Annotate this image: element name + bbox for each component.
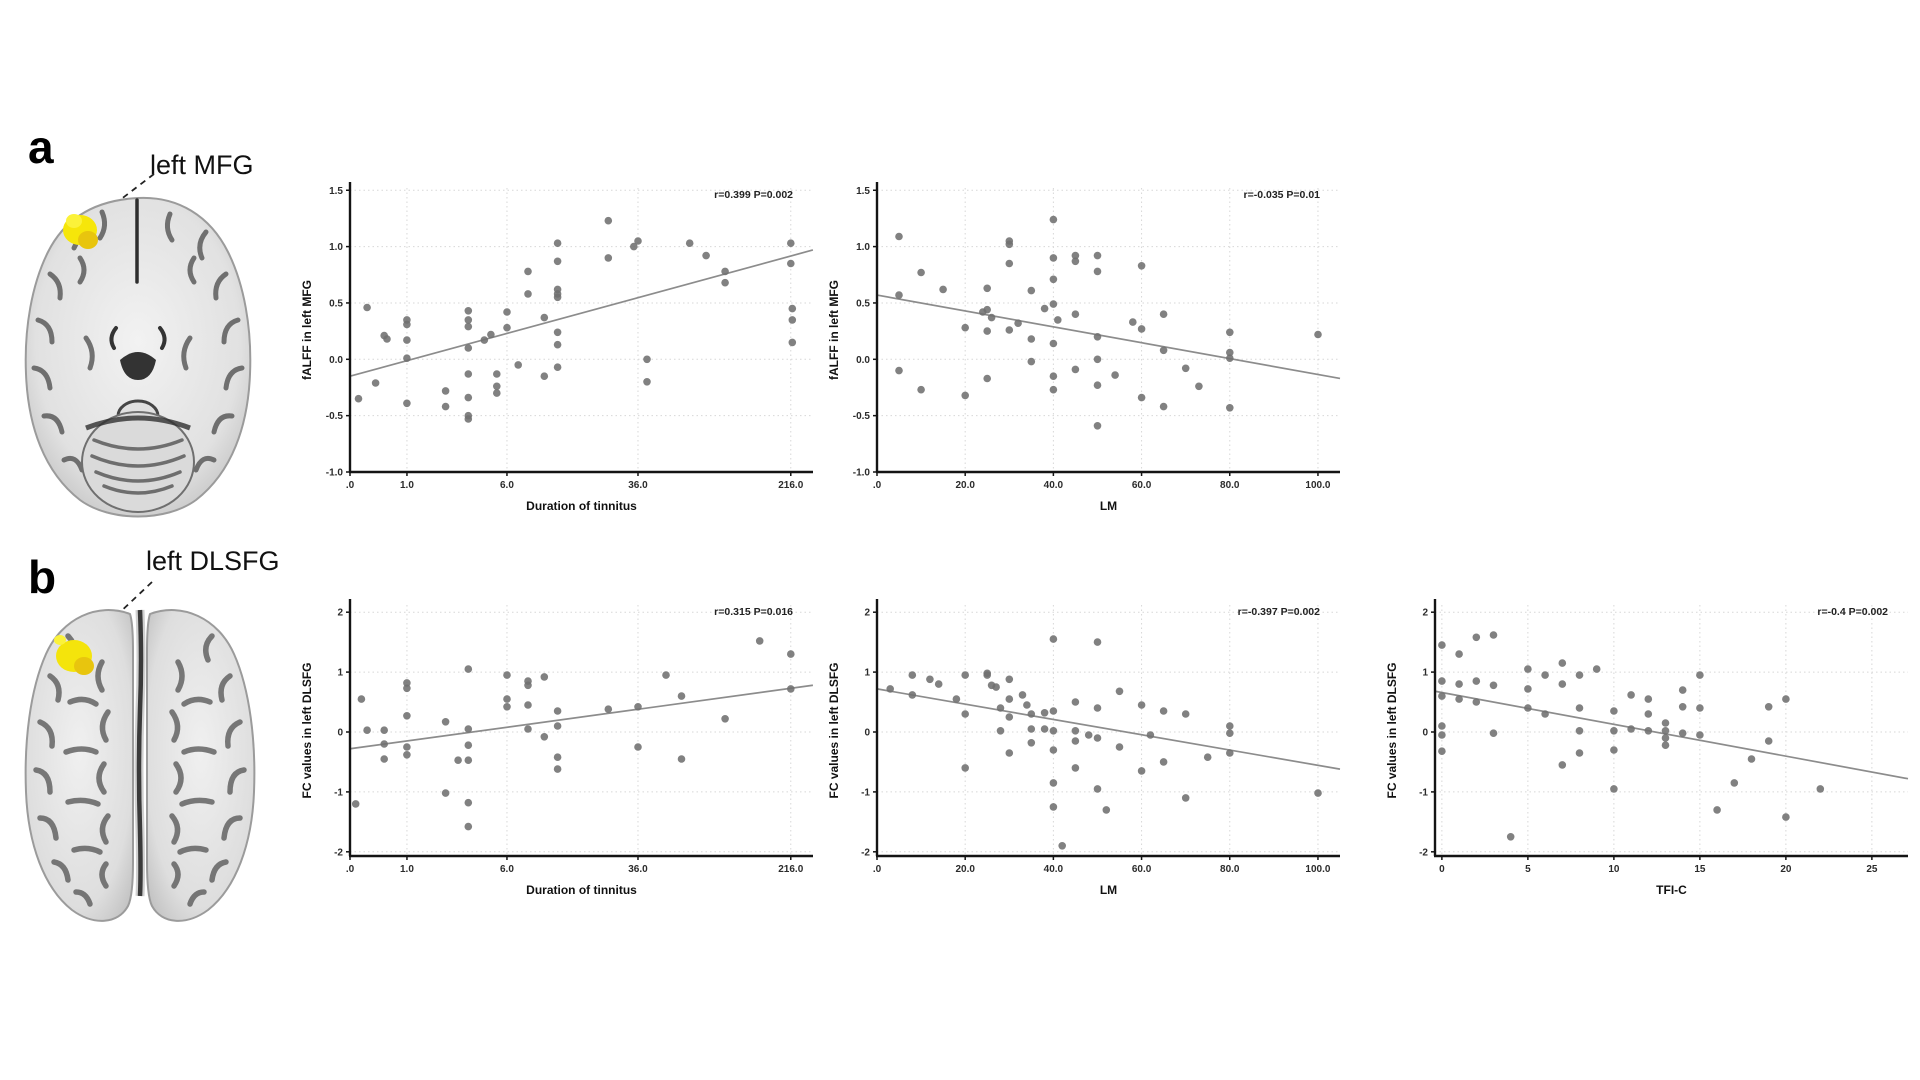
brain-axial-slice-mfg [24,196,252,518]
svg-text:TFI-C: TFI-C [1656,883,1687,897]
svg-text:1.0: 1.0 [856,242,870,253]
scatter-falff-vs-duration: 1.5 1.0 0.5 0.0 -0.5 -1.0.0 1.0 6.0 36.0 216.0 Dur… [300,182,814,513]
scatter-fc-vs-lm: 2 1 0 -1 -2.0 20.0 40.0 60.0 80.0 100.0 LM FC value… [827,599,1341,897]
svg-text:r=0.399 P=0.002: r=0.399 P=0.002 [714,189,793,201]
brain-axial-slice-dlsfg [24,609,256,922]
svg-text:1: 1 [864,668,870,679]
svg-text:-1: -1 [334,787,343,798]
svg-text:-0.5: -0.5 [326,411,344,422]
svg-text:20.0: 20.0 [955,864,975,875]
svg-text:80.0: 80.0 [1220,480,1240,491]
svg-text:.0: .0 [873,480,882,491]
svg-text:0.5: 0.5 [856,298,870,309]
panel-b-letter: b [28,551,57,603]
scatter-falff-vs-lm: 1.5 1.0 0.5 0.0 -0.5 -1.0.0 20.0 40.0 60.0 80.0 10… [827,182,1341,513]
svg-text:20: 20 [1780,864,1792,875]
svg-text:36.0: 36.0 [628,864,648,875]
svg-text:100.0: 100.0 [1305,864,1330,875]
svg-text:.0: .0 [346,480,355,491]
svg-text:.0: .0 [346,864,355,875]
svg-text:-1.0: -1.0 [853,468,871,479]
svg-text:6.0: 6.0 [500,480,514,491]
svg-text:6.0: 6.0 [500,864,514,875]
svg-text:10: 10 [1608,864,1620,875]
svg-text:15: 15 [1694,864,1706,875]
svg-text:36.0: 36.0 [628,480,648,491]
panel-b-region-label: left DLSFG [146,546,280,576]
scatter-fc-vs-duration: 2 1 0 -1 -2.0 1.0 6.0 36.0 216.0 Duration of tinn… [300,599,814,897]
svg-text:Duration of tinnitus: Duration of tinnitus [526,499,637,513]
svg-text:216.0: 216.0 [778,864,803,875]
svg-text:r=-0.035 P=0.01: r=-0.035 P=0.01 [1244,189,1321,201]
svg-text:1.0: 1.0 [329,242,343,253]
svg-text:25: 25 [1866,864,1878,875]
svg-text:-1: -1 [861,787,870,798]
svg-text:1.0: 1.0 [400,864,414,875]
svg-text:-2: -2 [334,847,343,858]
svg-text:Duration of tinnitus: Duration of tinnitus [526,883,637,897]
svg-text:fALFF in left MFG: fALFF in left MFG [827,280,841,380]
svg-text:100.0: 100.0 [1305,480,1330,491]
svg-text:0: 0 [337,727,343,738]
svg-text:80.0: 80.0 [1220,864,1240,875]
svg-text:LM: LM [1100,883,1117,897]
svg-text:0: 0 [1422,727,1428,738]
svg-text:5: 5 [1525,864,1531,875]
svg-text:0.0: 0.0 [856,355,870,366]
svg-text:1.5: 1.5 [856,186,870,197]
svg-text:-2: -2 [1419,847,1428,858]
svg-text:2: 2 [864,608,870,619]
svg-text:r=0.315 P=0.016: r=0.315 P=0.016 [714,606,793,618]
svg-text:60.0: 60.0 [1132,480,1152,491]
svg-text:1: 1 [337,668,343,679]
svg-text:60.0: 60.0 [1132,864,1152,875]
svg-text:2: 2 [1422,608,1428,619]
svg-text:1.0: 1.0 [400,480,414,491]
svg-text:FC values in left DLSFG: FC values in left DLSFG [1385,662,1399,798]
svg-text:fALFF in left MFG: fALFF in left MFG [300,280,314,380]
svg-text:0: 0 [864,727,870,738]
highlight-region-left-dlsfg [54,635,94,675]
svg-text:-1: -1 [1419,787,1428,798]
svg-text:0.0: 0.0 [329,355,343,366]
svg-text:-0.5: -0.5 [853,411,871,422]
panel-a-letter: a [28,121,54,173]
svg-text:r=-0.397 P=0.002: r=-0.397 P=0.002 [1238,606,1320,618]
svg-text:-2: -2 [861,847,870,858]
svg-text:2: 2 [337,608,343,619]
svg-text:216.0: 216.0 [778,480,803,491]
svg-text:40.0: 40.0 [1044,864,1064,875]
svg-text:-1.0: -1.0 [326,468,344,479]
svg-text:.0: .0 [873,864,882,875]
highlight-region-left-mfg [63,214,98,249]
svg-text:20.0: 20.0 [955,480,975,491]
svg-text:FC values in left DLSFG: FC values in left DLSFG [827,662,841,798]
svg-text:r=-0.4 P=0.002: r=-0.4 P=0.002 [1817,606,1888,618]
panel-a-region-label: left MFG [150,150,254,180]
svg-text:FC values in left DLSFG: FC values in left DLSFG [300,662,314,798]
svg-text:0.5: 0.5 [329,298,343,309]
svg-text:LM: LM [1100,499,1117,513]
svg-text:40.0: 40.0 [1044,480,1064,491]
svg-text:1.5: 1.5 [329,186,343,197]
svg-text:0: 0 [1439,864,1445,875]
svg-text:1: 1 [1422,668,1428,679]
